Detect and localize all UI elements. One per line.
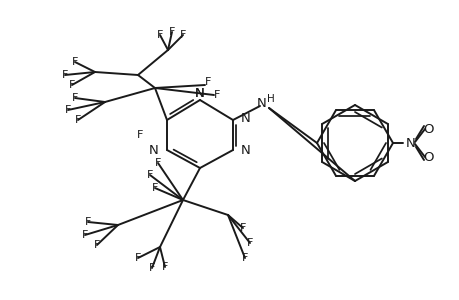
Text: N: N (195, 86, 204, 100)
Text: F: F (72, 93, 78, 103)
Text: F: F (82, 230, 88, 240)
Text: F: F (157, 30, 163, 40)
Text: F: F (162, 262, 168, 272)
Text: F: F (213, 90, 220, 100)
Text: F: F (69, 80, 75, 90)
Text: F: F (155, 158, 161, 168)
Text: O: O (423, 151, 433, 164)
Text: N: N (257, 97, 266, 110)
Text: F: F (136, 130, 143, 140)
Text: F: F (146, 170, 153, 180)
Text: F: F (65, 105, 71, 115)
Text: F: F (84, 217, 91, 227)
Text: H: H (267, 94, 274, 104)
Text: N: N (149, 143, 159, 157)
Text: N: N (241, 112, 250, 124)
Text: F: F (241, 253, 248, 263)
Text: F: F (151, 183, 158, 193)
Text: O: O (423, 122, 433, 136)
Text: N: N (405, 136, 415, 149)
Text: F: F (246, 238, 252, 248)
Text: F: F (168, 27, 175, 37)
Text: N: N (195, 86, 204, 100)
Text: F: F (239, 223, 246, 233)
Text: F: F (94, 240, 100, 250)
Text: F: F (179, 30, 186, 40)
Text: F: F (134, 253, 141, 263)
Text: F: F (75, 115, 81, 125)
Text: F: F (149, 263, 155, 273)
Text: N: N (241, 143, 250, 157)
Text: F: F (72, 57, 78, 67)
Text: F: F (62, 70, 68, 80)
Text: F: F (204, 77, 211, 87)
